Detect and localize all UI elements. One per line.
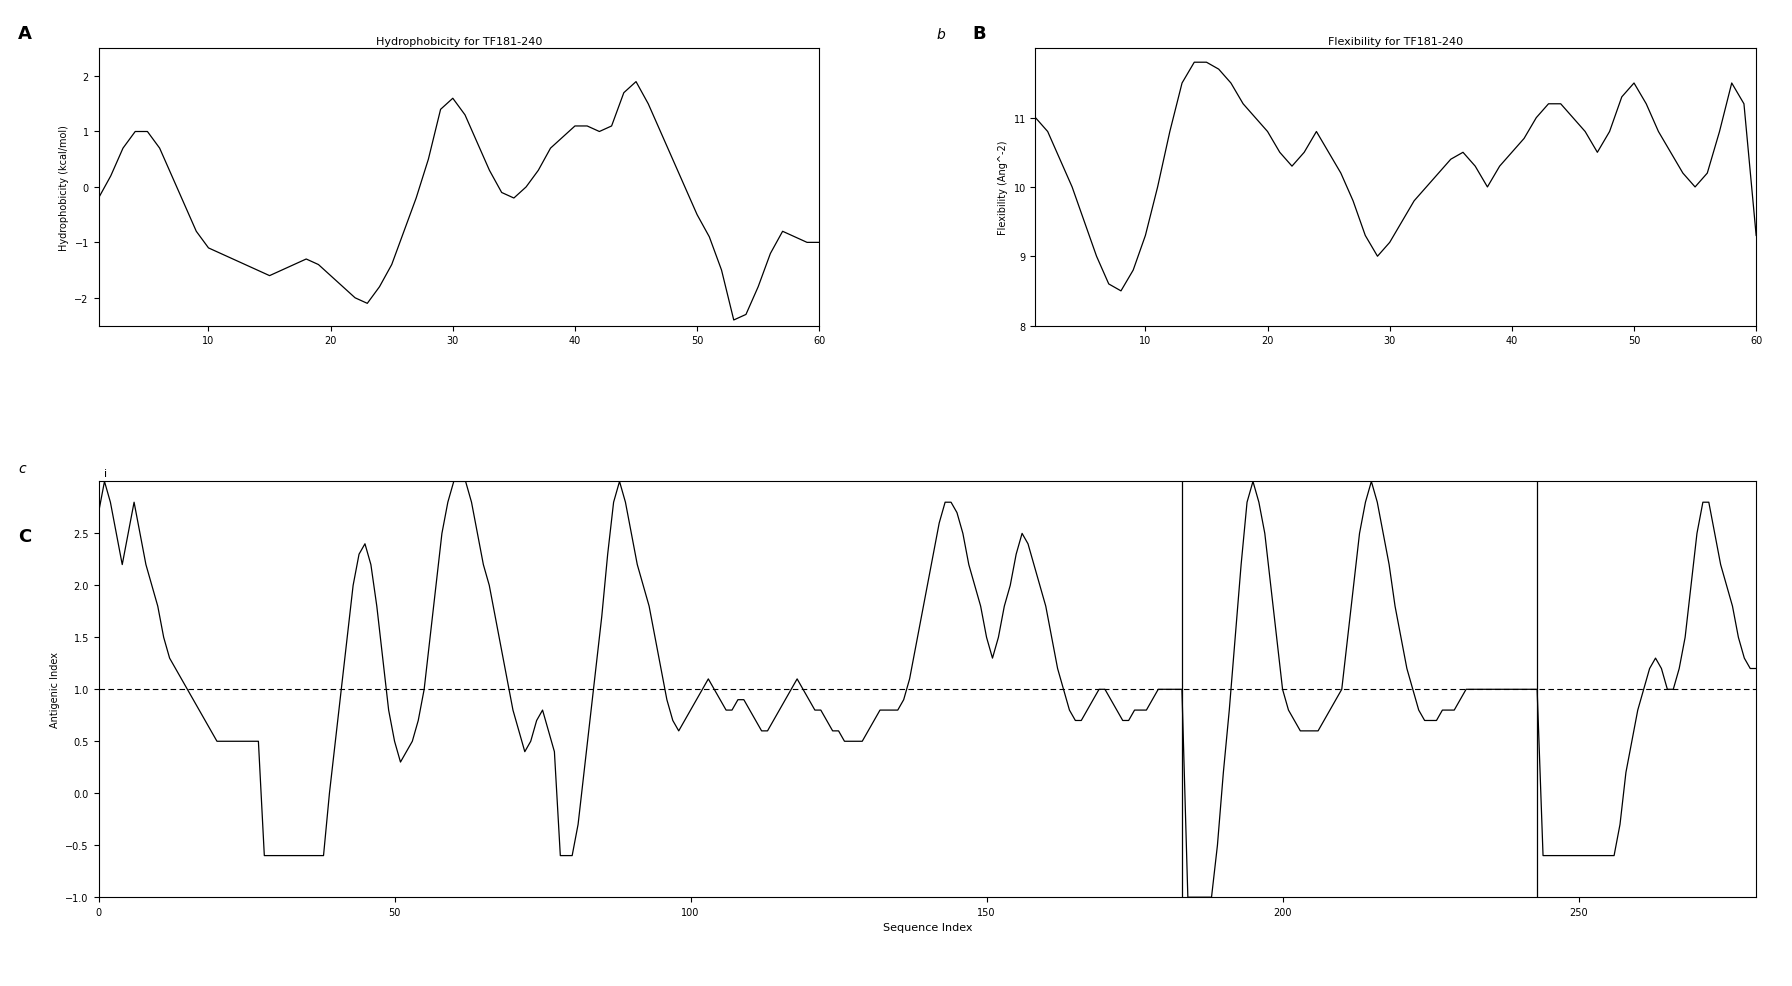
X-axis label: Sequence Index: Sequence Index: [883, 923, 971, 933]
Y-axis label: Hydrophobicity (kcal/mol): Hydrophobicity (kcal/mol): [59, 125, 68, 250]
Text: b: b: [937, 29, 946, 42]
Text: A: A: [18, 26, 32, 43]
Title: Flexibility for TF181-240: Flexibility for TF181-240: [1328, 37, 1464, 47]
Title: Hydrophobicity for TF181-240: Hydrophobicity for TF181-240: [376, 37, 543, 47]
Text: B: B: [973, 26, 986, 43]
Y-axis label: Antigenic Index: Antigenic Index: [50, 652, 59, 728]
Y-axis label: Flexibility (Ang^-2): Flexibility (Ang^-2): [998, 141, 1007, 235]
Text: c: c: [18, 461, 25, 475]
Text: C: C: [18, 528, 30, 545]
Text: i: i: [104, 469, 108, 479]
